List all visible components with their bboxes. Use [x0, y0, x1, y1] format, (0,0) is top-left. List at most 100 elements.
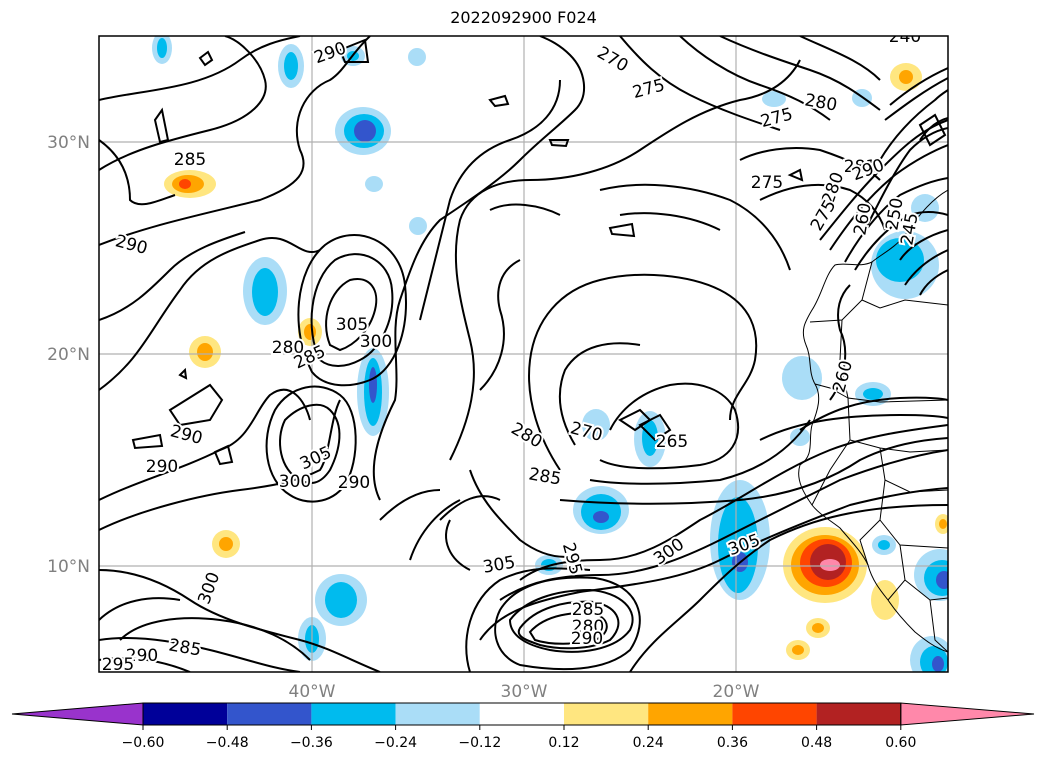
contour-label: 285: [174, 150, 206, 170]
positive-anomaly-blob: [939, 519, 947, 529]
colorbar-tick-label: −0.48: [206, 735, 249, 751]
colorbar-tick-label: 0.48: [801, 735, 832, 751]
positive-anomaly-blob: [179, 179, 191, 189]
lat-label-30n: 30°N: [47, 133, 90, 153]
map-border: [98, 35, 949, 673]
colorbar-tick-label: −0.60: [122, 735, 165, 751]
contour-label: 290: [126, 646, 158, 666]
contour-label-halo: 290: [571, 629, 603, 649]
negative-anomaly-blob: [369, 367, 377, 403]
contour-label-halo: 295: [102, 655, 134, 675]
colorbar-tick-label: −0.12: [458, 735, 501, 751]
negative-anomaly-blob: [782, 356, 822, 400]
negative-anomaly-blob: [593, 511, 609, 523]
negative-anomaly-blob: [252, 268, 278, 316]
contour-label: 280: [572, 617, 604, 637]
colorbar-extend-left: [11, 702, 144, 726]
negative-anomaly-blob: [409, 217, 427, 235]
colorbar-border: [142, 702, 902, 726]
colorbar-segment: [732, 703, 817, 725]
negative-anomaly-blob: [157, 38, 167, 58]
colorbar-segment: [816, 703, 901, 725]
contour-label-halo: 240: [889, 27, 921, 47]
positive-anomaly-blob: [304, 324, 316, 340]
lon-label-30w: 30°W: [501, 682, 548, 702]
contour-label-halo: 290: [146, 457, 178, 477]
positive-anomaly-blob: [219, 537, 233, 551]
contour-label: 240: [889, 27, 921, 47]
contour-label-halo: 245: [897, 211, 922, 246]
contour-label: 290: [338, 473, 370, 493]
positive-anomaly-blob: [899, 70, 913, 84]
contour-label: 300: [360, 332, 392, 352]
negative-anomaly-blob: [932, 656, 944, 672]
colorbar-segment: [479, 703, 564, 725]
lon-label-20w: 20°W: [713, 682, 760, 702]
colorbar-tick-label: 0.36: [717, 735, 748, 751]
contour-label: 281: [844, 157, 876, 177]
contour-lines: [99, 36, 948, 672]
negative-anomaly-blob: [878, 540, 890, 550]
contour-label: 280: [272, 338, 304, 358]
negative-anomaly-blob: [936, 571, 948, 589]
contour-label: 285: [572, 600, 604, 620]
colorbar-extend-right: [900, 702, 1035, 726]
contour-label: 265: [656, 432, 688, 452]
coastlines: [798, 189, 948, 653]
contour-label: 290: [146, 457, 178, 477]
negative-anomaly-blob: [911, 194, 939, 222]
colorbar-segment: [395, 703, 480, 725]
contour-label-halo: 300: [360, 332, 392, 352]
positive-anomaly-blob: [197, 343, 213, 361]
lon-label-40w: 40°W: [289, 682, 336, 702]
contour-label-halo: 265: [656, 432, 688, 452]
negative-anomaly-blob: [582, 409, 610, 441]
colorbar-tick-label: 0.60: [885, 735, 916, 751]
lat-label-10n: 10°N: [47, 557, 90, 577]
negative-anomaly-blob: [354, 120, 376, 142]
negative-anomaly-blob: [718, 497, 758, 593]
contour-label: 290: [571, 629, 603, 649]
colorbar-segment: [227, 703, 312, 725]
contour-label: 295: [102, 655, 134, 675]
negative-anomaly-blob: [642, 420, 658, 456]
negative-anomaly-blob: [408, 48, 426, 66]
map-title: 2022092900 F024: [450, 8, 597, 27]
positive-anomaly-blob: [820, 559, 840, 571]
contour-label-halo: 281: [844, 157, 876, 177]
contour-label-halo: 280: [272, 338, 304, 358]
contour-label-halo: 285: [572, 600, 604, 620]
negative-anomaly-blob: [365, 176, 383, 192]
positive-anomaly-blob: [871, 580, 899, 620]
negative-anomaly-blob: [284, 52, 298, 80]
small-contours: [131, 38, 947, 466]
contour-label-halo: 285: [174, 150, 206, 170]
positive-anomaly-blob: [792, 645, 804, 655]
colorbar-segment: [143, 703, 228, 725]
contour-label: 305: [336, 315, 368, 335]
colorbar-tick-label: −0.24: [374, 735, 417, 751]
graticule: [99, 36, 948, 672]
colorbar-tick-label: 0.12: [548, 735, 579, 751]
contour-label-halo: 305: [336, 315, 368, 335]
lat-label-20n: 20°N: [47, 345, 90, 365]
colorbar-tick-label: 0.24: [633, 735, 664, 751]
colorbar-segment: [311, 703, 396, 725]
negative-anomaly-blob: [325, 582, 357, 618]
contour-label-halo: 290: [126, 646, 158, 666]
colorbar-tick-label: −0.36: [290, 735, 333, 751]
colorbar-segment: [648, 703, 733, 725]
negative-anomaly-blob: [790, 428, 810, 446]
contour-label-halo: 280: [572, 617, 604, 637]
contour-label-halo: 275: [751, 173, 783, 193]
negative-anomaly-blob: [762, 91, 786, 107]
negative-anomaly-blob: [863, 388, 883, 400]
contour-label: 300: [279, 472, 311, 492]
contour-label-halo: 290: [338, 473, 370, 493]
positive-anomaly-blob: [812, 623, 824, 633]
contour-label: 275: [751, 173, 783, 193]
colorbar: −0.60 −0.48 −0.36 −0.24 −0.12 0.12 0.24 0.36 0.4…: [11, 702, 1035, 751]
colorbar-segment: [564, 703, 649, 725]
contour-label-halo: 300: [279, 472, 311, 492]
